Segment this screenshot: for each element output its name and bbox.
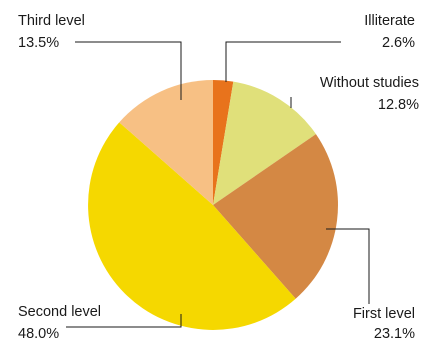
label-third-level-value: 13.5% bbox=[18, 35, 59, 51]
pie-slice-without-studies bbox=[213, 81, 316, 205]
label-third-level-name: Third level bbox=[18, 13, 85, 29]
pie-slice-second-level bbox=[88, 122, 296, 330]
leader-lines bbox=[66, 41, 370, 328]
label-illiterate-name: Illiterate bbox=[364, 13, 415, 29]
leader-line-first-level bbox=[326, 228, 370, 304]
leader-line-third-level bbox=[75, 41, 182, 100]
label-without-studies-name: Without studies bbox=[320, 75, 419, 91]
label-illiterate-value: 2.6% bbox=[382, 35, 415, 51]
pie-slice-first-level bbox=[213, 134, 338, 299]
label-first-level-value: 23.1% bbox=[374, 326, 415, 342]
label-second-level-name: Second level bbox=[18, 304, 101, 320]
pie-slice-third-level bbox=[119, 80, 213, 205]
pie-slices bbox=[88, 80, 338, 330]
leader-line-illiterate bbox=[225, 41, 341, 82]
leader-line-second-level bbox=[66, 314, 182, 328]
label-first-level-name: First level bbox=[353, 306, 415, 322]
label-second-level-value: 48.0% bbox=[18, 326, 59, 342]
label-without-studies-value: 12.8% bbox=[378, 97, 419, 113]
pie-slice-illiterate bbox=[213, 80, 234, 205]
slice-labels: Illiterate 2.6% Without studies 12.8% Fi… bbox=[18, 13, 419, 342]
